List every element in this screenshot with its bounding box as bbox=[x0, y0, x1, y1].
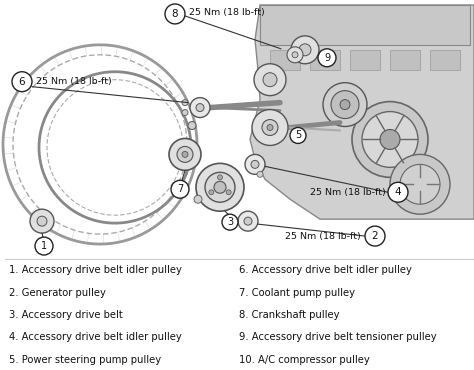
Circle shape bbox=[352, 102, 428, 177]
Text: 3. Accessory drive belt: 3. Accessory drive belt bbox=[9, 310, 123, 320]
Circle shape bbox=[245, 154, 265, 174]
Circle shape bbox=[257, 171, 263, 177]
Circle shape bbox=[244, 217, 252, 225]
Text: 25 Nm (18 lb-ft): 25 Nm (18 lb-ft) bbox=[36, 77, 112, 86]
Text: 5: 5 bbox=[295, 131, 301, 141]
Circle shape bbox=[263, 73, 277, 87]
Text: 4. Accessory drive belt idler pulley: 4. Accessory drive belt idler pulley bbox=[9, 332, 182, 342]
FancyBboxPatch shape bbox=[260, 5, 470, 45]
Circle shape bbox=[222, 214, 238, 230]
Circle shape bbox=[218, 175, 222, 180]
Circle shape bbox=[318, 49, 336, 67]
Circle shape bbox=[340, 100, 350, 110]
Circle shape bbox=[331, 91, 359, 118]
Circle shape bbox=[254, 64, 286, 95]
Text: 4: 4 bbox=[395, 187, 401, 197]
Bar bbox=[430, 50, 460, 70]
Circle shape bbox=[169, 138, 201, 170]
Text: 6. Accessory drive belt idler pulley: 6. Accessory drive belt idler pulley bbox=[239, 265, 412, 275]
Circle shape bbox=[188, 121, 196, 130]
Text: 25 Nm (18 lb-ft): 25 Nm (18 lb-ft) bbox=[189, 9, 265, 17]
Circle shape bbox=[287, 47, 303, 63]
Circle shape bbox=[177, 147, 193, 162]
Text: 7. Coolant pump pulley: 7. Coolant pump pulley bbox=[239, 287, 356, 297]
Bar bbox=[310, 50, 340, 70]
Circle shape bbox=[323, 83, 367, 127]
Circle shape bbox=[290, 128, 306, 144]
Circle shape bbox=[262, 120, 278, 135]
Circle shape bbox=[205, 172, 235, 202]
Text: 8: 8 bbox=[172, 9, 178, 19]
Circle shape bbox=[388, 182, 408, 202]
Text: 7: 7 bbox=[177, 184, 183, 194]
Text: 25 Nm (18 lb-ft): 25 Nm (18 lb-ft) bbox=[285, 232, 361, 240]
Circle shape bbox=[35, 237, 53, 255]
Circle shape bbox=[209, 190, 214, 195]
Circle shape bbox=[194, 195, 202, 203]
Polygon shape bbox=[250, 5, 474, 219]
Circle shape bbox=[182, 151, 188, 157]
Text: 1: 1 bbox=[41, 241, 47, 251]
Circle shape bbox=[171, 180, 189, 198]
Circle shape bbox=[365, 226, 385, 246]
Circle shape bbox=[252, 110, 288, 145]
Text: 9. Accessory drive belt tensioner pulley: 9. Accessory drive belt tensioner pulley bbox=[239, 332, 437, 342]
Text: 2: 2 bbox=[372, 231, 378, 241]
Text: 3: 3 bbox=[227, 217, 233, 227]
Circle shape bbox=[196, 104, 204, 112]
Circle shape bbox=[37, 216, 47, 226]
Circle shape bbox=[30, 209, 54, 233]
Circle shape bbox=[226, 190, 231, 195]
Bar bbox=[270, 50, 300, 70]
Circle shape bbox=[267, 125, 273, 131]
Circle shape bbox=[190, 98, 210, 118]
Bar bbox=[390, 50, 420, 70]
Circle shape bbox=[291, 36, 319, 64]
Circle shape bbox=[214, 181, 226, 193]
Text: 5. Power steering pump pulley: 5. Power steering pump pulley bbox=[9, 355, 162, 365]
Text: 6: 6 bbox=[18, 77, 25, 87]
Circle shape bbox=[196, 164, 244, 211]
Circle shape bbox=[400, 164, 440, 204]
Circle shape bbox=[251, 160, 259, 168]
Circle shape bbox=[182, 100, 188, 105]
Circle shape bbox=[299, 44, 311, 56]
Circle shape bbox=[182, 110, 188, 115]
Text: 9: 9 bbox=[324, 53, 330, 63]
Bar bbox=[350, 50, 380, 70]
Text: 25 Nm (18 lb-ft): 25 Nm (18 lb-ft) bbox=[310, 188, 386, 197]
Text: 8. Crankshaft pulley: 8. Crankshaft pulley bbox=[239, 310, 340, 320]
Circle shape bbox=[165, 4, 185, 24]
Circle shape bbox=[390, 154, 450, 214]
Text: 2. Generator pulley: 2. Generator pulley bbox=[9, 287, 106, 297]
Circle shape bbox=[292, 52, 298, 58]
Text: 1. Accessory drive belt idler pulley: 1. Accessory drive belt idler pulley bbox=[9, 265, 182, 275]
Circle shape bbox=[238, 211, 258, 231]
Circle shape bbox=[12, 72, 32, 92]
Circle shape bbox=[362, 112, 418, 167]
Text: 10. A/C compressor pulley: 10. A/C compressor pulley bbox=[239, 355, 370, 365]
Circle shape bbox=[380, 130, 400, 149]
